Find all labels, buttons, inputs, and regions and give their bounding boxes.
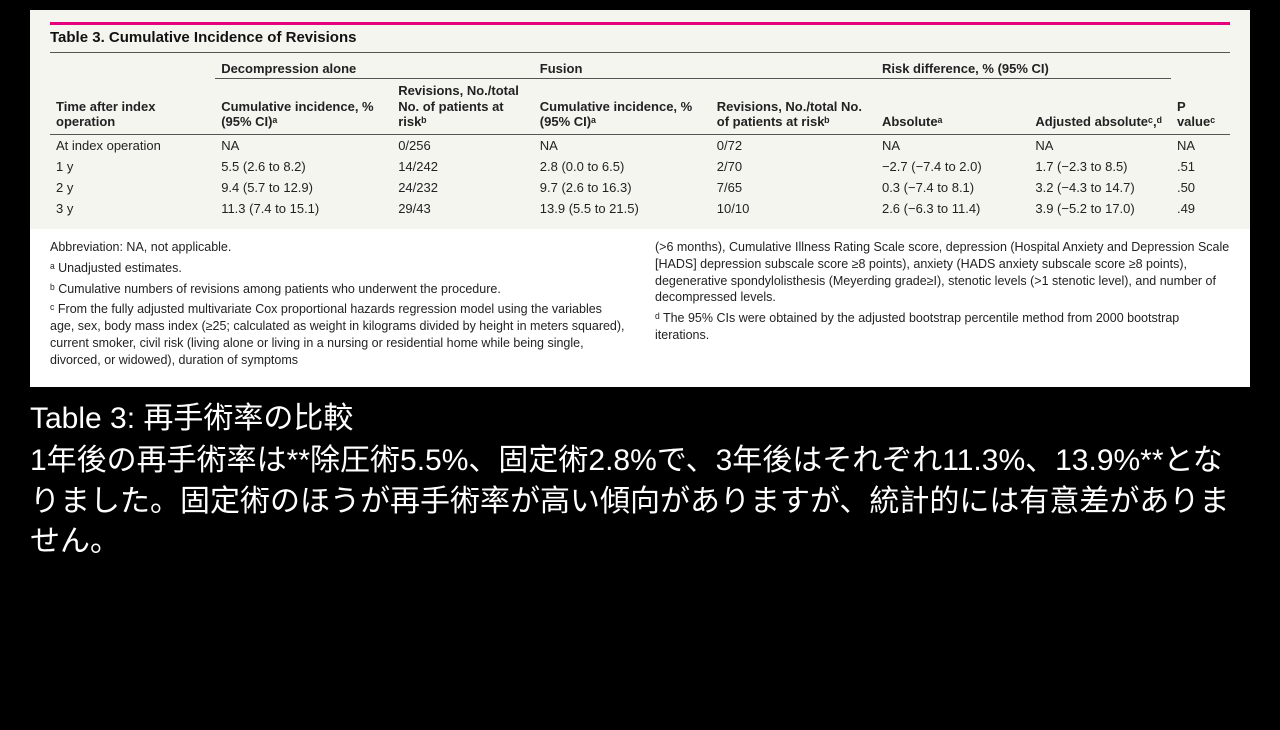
table-cell: 9.7 (2.6 to 16.3)	[534, 177, 711, 198]
footnote-line: ᵈ The 95% CIs were obtained by the adjus…	[655, 310, 1230, 344]
table-cell: 11.3 (7.4 to 15.1)	[215, 198, 392, 219]
table-cell: 3.9 (−5.2 to 17.0)	[1029, 198, 1171, 219]
footnote-line: ᵃ Unadjusted estimates.	[50, 260, 625, 277]
col-header-time: Time after index operation	[50, 53, 215, 135]
table-cell: .51	[1171, 156, 1230, 177]
table-cell: 2.6 (−6.3 to 11.4)	[876, 198, 1029, 219]
table-cell: 0/256	[392, 134, 534, 156]
revisions-table: Time after index operation Decompression…	[50, 52, 1230, 219]
col-group-riskdiff: Risk difference, % (95% CI)	[876, 53, 1171, 79]
table-title: Table 3. Cumulative Incidence of Revisio…	[50, 22, 1230, 52]
table-cell: 0/72	[711, 134, 876, 156]
col-group-decompression: Decompression alone	[215, 53, 534, 79]
footnote-line: ᵇ Cumulative numbers of revisions among …	[50, 281, 625, 298]
col-header-fusion-rev: Revisions, No./total No. of patients at …	[711, 79, 876, 135]
paper-panel: Table 3. Cumulative Incidence of Revisio…	[30, 10, 1250, 387]
footnotes: Abbreviation: NA, not applicable. ᵃ Unadj…	[30, 229, 1250, 387]
table-cell: 1.7 (−2.3 to 8.5)	[1029, 156, 1171, 177]
col-group-fusion: Fusion	[534, 53, 876, 79]
footnote-line: Abbreviation: NA, not applicable.	[50, 239, 625, 256]
table-cell: 9.4 (5.7 to 12.9)	[215, 177, 392, 198]
footnotes-right-col: (>6 months), Cumulative Illness Rating S…	[655, 239, 1230, 373]
table-cell: At index operation	[50, 134, 215, 156]
table-cell: 3 y	[50, 198, 215, 219]
col-header-absolute: Absoluteᵃ	[876, 79, 1029, 135]
table-cell: .49	[1171, 198, 1230, 219]
table-cell: 7/65	[711, 177, 876, 198]
table-cell: NA	[1171, 134, 1230, 156]
table-cell: 1 y	[50, 156, 215, 177]
footnotes-left-col: Abbreviation: NA, not applicable. ᵃ Unadj…	[50, 239, 625, 373]
table-cell: .50	[1171, 177, 1230, 198]
table-cell: 3.2 (−4.3 to 14.7)	[1029, 177, 1171, 198]
col-header-pvalue: P valueᶜ	[1171, 53, 1230, 135]
table-cell: 2/70	[711, 156, 876, 177]
table-cell: NA	[215, 134, 392, 156]
table-cell: 13.9 (5.5 to 21.5)	[534, 198, 711, 219]
table-row: 1 y5.5 (2.6 to 8.2)14/2422.8 (0.0 to 6.5…	[50, 156, 1230, 177]
table-row: 3 y11.3 (7.4 to 15.1)29/4313.9 (5.5 to 2…	[50, 198, 1230, 219]
table-body: At index operationNA0/256NA0/72NANANA1 y…	[50, 134, 1230, 219]
table-cell: 24/232	[392, 177, 534, 198]
table-row: 2 y9.4 (5.7 to 12.9)24/2329.7 (2.6 to 16…	[50, 177, 1230, 198]
col-header-adjusted: Adjusted absoluteᶜ,ᵈ	[1029, 79, 1171, 135]
caption-area: Table 3: 再手術率の比較 1年後の再手術率は**除圧術5.5%、固定術2…	[0, 387, 1280, 563]
table-row: At index operationNA0/256NA0/72NANANA	[50, 134, 1230, 156]
caption-body: 1年後の再手術率は**除圧術5.5%、固定術2.8%で、3年後はそれぞれ11.3…	[30, 441, 1250, 563]
table-cell: NA	[876, 134, 1029, 156]
table-cell: 0.3 (−7.4 to 8.1)	[876, 177, 1029, 198]
table-container: Table 3. Cumulative Incidence of Revisio…	[30, 10, 1250, 229]
table-cell: NA	[1029, 134, 1171, 156]
table-cell: 29/43	[392, 198, 534, 219]
table-cell: 10/10	[711, 198, 876, 219]
footnote-line: ᶜ From the fully adjusted multivariate C…	[50, 301, 625, 369]
table-cell: 5.5 (2.6 to 8.2)	[215, 156, 392, 177]
table-cell: 2 y	[50, 177, 215, 198]
col-header-decomp-rev: Revisions, No./total No. of patients at …	[392, 79, 534, 135]
col-header-decomp-ci: Cumulative incidence, % (95% CI)ᵃ	[215, 79, 392, 135]
table-cell: NA	[534, 134, 711, 156]
table-cell: 2.8 (0.0 to 6.5)	[534, 156, 711, 177]
table-cell: −2.7 (−7.4 to 2.0)	[876, 156, 1029, 177]
footnote-line: (>6 months), Cumulative Illness Rating S…	[655, 239, 1230, 307]
col-header-fusion-ci: Cumulative incidence, % (95% CI)ᵃ	[534, 79, 711, 135]
table-cell: 14/242	[392, 156, 534, 177]
caption-title: Table 3: 再手術率の比較	[30, 399, 1250, 440]
